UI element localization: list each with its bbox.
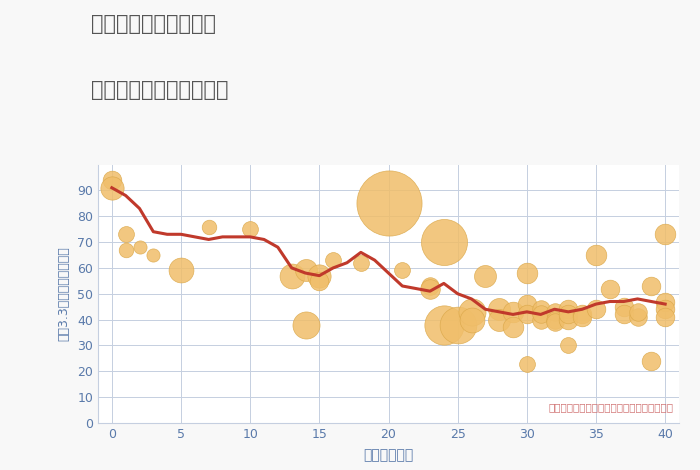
Point: [466, 316, 477, 323]
Text: 築年数別中古戸建て価格: 築年数別中古戸建て価格: [91, 80, 228, 100]
Point: [355, 259, 366, 266]
Point: [203, 223, 214, 230]
Point: [300, 321, 311, 329]
Point: [563, 316, 574, 323]
Point: [106, 184, 118, 192]
Point: [397, 267, 408, 274]
Point: [424, 282, 435, 290]
Point: [494, 316, 505, 323]
Point: [120, 246, 132, 254]
Point: [328, 257, 339, 264]
Point: [438, 321, 449, 329]
Point: [508, 308, 519, 316]
Point: [452, 321, 463, 329]
Point: [244, 226, 256, 233]
Point: [645, 282, 657, 290]
Point: [535, 306, 546, 313]
Point: [632, 308, 643, 316]
Point: [549, 308, 560, 316]
Point: [314, 277, 325, 284]
Point: [659, 231, 671, 238]
Point: [314, 272, 325, 279]
Point: [535, 316, 546, 323]
Point: [522, 300, 533, 308]
Point: [563, 306, 574, 313]
Point: [549, 319, 560, 326]
Point: [522, 269, 533, 277]
Point: [645, 357, 657, 365]
Point: [480, 272, 491, 279]
Point: [618, 303, 629, 311]
Point: [134, 243, 145, 251]
Point: [120, 231, 132, 238]
Point: [549, 316, 560, 323]
Point: [494, 306, 505, 313]
Point: [438, 238, 449, 246]
Point: [383, 199, 394, 207]
Point: [106, 176, 118, 184]
Point: [522, 360, 533, 368]
Point: [508, 323, 519, 331]
Y-axis label: 坪（3.3㎡）単価（万円）: 坪（3.3㎡）単価（万円）: [57, 246, 70, 341]
Point: [632, 313, 643, 321]
Point: [148, 251, 159, 258]
Text: 円の大きさは、取引のあった物件面積を示す: 円の大きさは、取引のあった物件面積を示す: [548, 403, 673, 413]
Point: [424, 285, 435, 292]
Point: [659, 298, 671, 306]
Point: [659, 313, 671, 321]
Text: 福岡県福津市若木台の: 福岡県福津市若木台の: [91, 14, 216, 34]
Point: [563, 311, 574, 318]
Point: [604, 285, 615, 292]
Point: [590, 251, 601, 258]
Point: [577, 313, 588, 321]
Point: [286, 272, 297, 279]
Point: [618, 311, 629, 318]
Point: [466, 308, 477, 316]
Point: [590, 306, 601, 313]
Point: [522, 311, 533, 318]
Point: [659, 306, 671, 313]
Point: [563, 342, 574, 349]
Point: [300, 267, 311, 274]
X-axis label: 築年数（年）: 築年数（年）: [363, 448, 414, 462]
Point: [535, 311, 546, 318]
Point: [577, 311, 588, 318]
Point: [176, 267, 187, 274]
